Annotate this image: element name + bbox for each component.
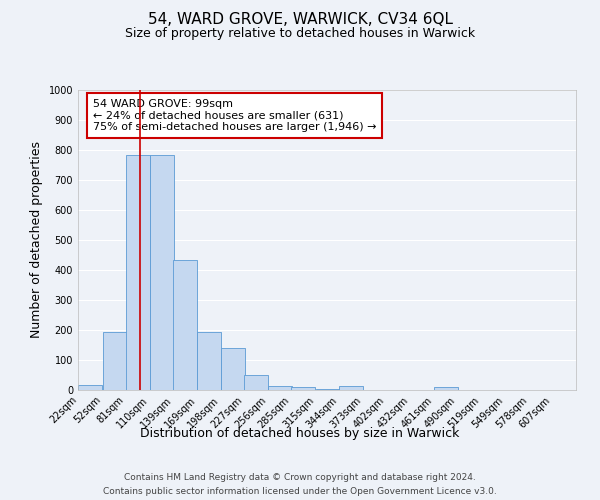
Bar [292, 387, 315, 390]
Bar [221, 348, 245, 390]
Bar [316, 388, 340, 390]
Bar [79, 384, 102, 390]
Bar [339, 386, 363, 390]
Bar [244, 375, 268, 390]
Text: Contains public sector information licensed under the Open Government Licence v3: Contains public sector information licen… [103, 488, 497, 496]
Bar [126, 155, 150, 390]
Text: 54 WARD GROVE: 99sqm
← 24% of detached houses are smaller (631)
75% of semi-deta: 54 WARD GROVE: 99sqm ← 24% of detached h… [93, 99, 376, 132]
Text: Contains HM Land Registry data © Crown copyright and database right 2024.: Contains HM Land Registry data © Crown c… [124, 472, 476, 482]
Y-axis label: Number of detached properties: Number of detached properties [30, 142, 43, 338]
Text: Size of property relative to detached houses in Warwick: Size of property relative to detached ho… [125, 28, 475, 40]
Bar [173, 260, 197, 390]
Bar [149, 154, 173, 390]
Text: Distribution of detached houses by size in Warwick: Distribution of detached houses by size … [140, 428, 460, 440]
Bar [103, 332, 127, 390]
Bar [268, 386, 292, 390]
Bar [434, 387, 458, 390]
Bar [197, 332, 221, 390]
Text: 54, WARD GROVE, WARWICK, CV34 6QL: 54, WARD GROVE, WARWICK, CV34 6QL [148, 12, 452, 28]
